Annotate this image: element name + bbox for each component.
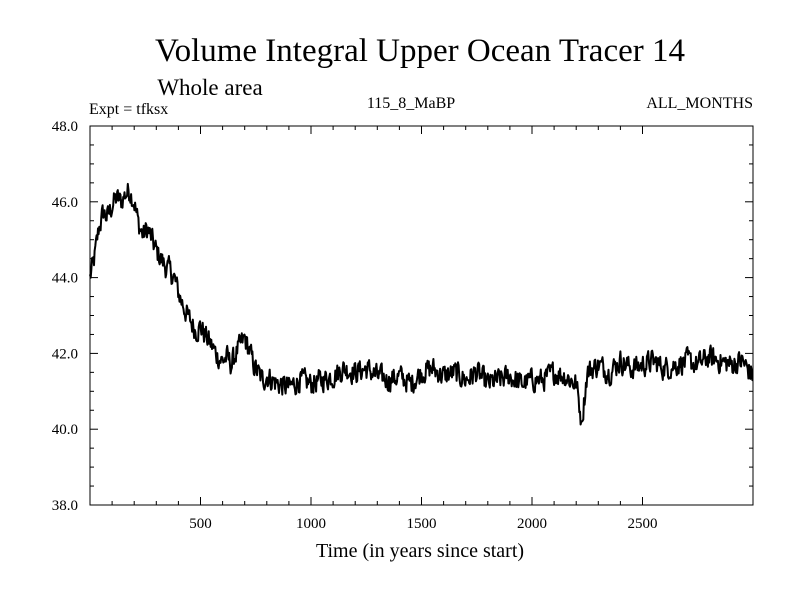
x-tick-label: 1000 — [296, 516, 326, 532]
header-right: ALL_MONTHS — [646, 95, 753, 112]
y-tick-label: 42.0 — [52, 346, 78, 362]
y-tick-label: 46.0 — [52, 195, 78, 211]
y-tick-label: 48.0 — [52, 119, 78, 135]
chart-subtitle: Whole area — [157, 75, 262, 100]
x-tick-label: 2500 — [628, 516, 658, 532]
y-tick-label: 44.0 — [52, 271, 78, 287]
y-tick-label: 38.0 — [52, 498, 78, 514]
header-left: Expt = tfksx — [89, 101, 168, 118]
chart-title: Volume Integral Upper Ocean Tracer 14 — [155, 33, 685, 69]
x-tick-label: 2000 — [517, 516, 547, 532]
header-center: 115_8_MaBP — [367, 95, 455, 112]
y-tick-label: 40.0 — [52, 422, 78, 438]
x-ticks: 500 1000 1500 2000 2500 — [111, 126, 658, 532]
x-axis-label: Time (in years since start) — [316, 540, 524, 562]
data-line-tracer14 — [89, 182, 754, 426]
y-ticks: 38.0 40.0 42.0 44.0 46.0 48.0 — [52, 119, 753, 514]
x-tick-label: 1500 — [407, 516, 437, 532]
x-tick-label: 500 — [189, 516, 212, 532]
